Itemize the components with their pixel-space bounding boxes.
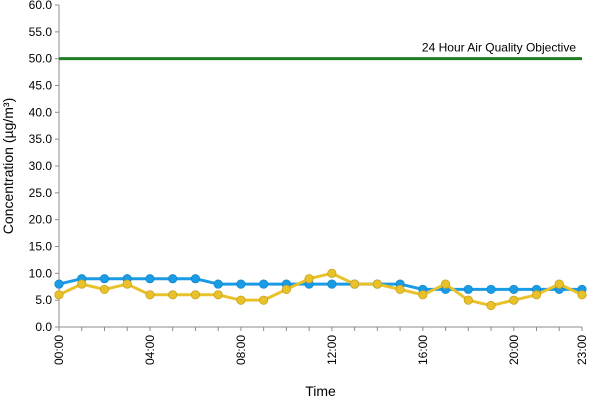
series-1-point — [463, 284, 473, 295]
series-2-point — [577, 290, 587, 300]
y-tick-label: 40.0 — [29, 105, 53, 119]
series-2-point — [304, 274, 314, 284]
series-2-point — [395, 284, 405, 295]
series-2-point — [350, 279, 360, 289]
series-2-point — [77, 279, 87, 289]
y-tick-label: 30.0 — [29, 159, 53, 173]
series-2-point — [99, 284, 110, 295]
x-tick-label: 00:00 — [52, 335, 66, 365]
y-tick-label: 45.0 — [29, 79, 53, 93]
series-2-point — [190, 290, 201, 300]
series-2-point — [145, 290, 155, 300]
y-tick-label: 20.0 — [29, 213, 53, 227]
y-tick-label: 15.0 — [29, 240, 53, 254]
series-1-point — [54, 279, 64, 289]
series-2-point — [259, 295, 269, 305]
series-1-point — [259, 279, 269, 289]
x-axis-title: Time — [305, 383, 336, 399]
series-1-point — [99, 274, 110, 284]
series-2-point — [554, 279, 564, 289]
series-2-point — [418, 290, 428, 300]
series-1-point — [213, 279, 223, 289]
series-1-point — [190, 274, 201, 284]
y-tick-label: 0.0 — [35, 320, 52, 334]
x-tick-label: 12:00 — [325, 335, 339, 365]
x-tick-label: 08:00 — [234, 335, 248, 365]
x-tick-labels: 00:00 04:00 08:00 12:00 16:00 20:00 23:00 — [52, 327, 589, 365]
series-2 — [54, 268, 587, 311]
series-1-point — [168, 274, 178, 284]
series-2-point — [440, 279, 451, 289]
series-2-point — [168, 290, 178, 300]
series-2-point — [486, 300, 496, 311]
series-1-point — [327, 279, 337, 289]
series-group — [54, 268, 587, 311]
y-axis-title: Concentration (µg/m³) — [0, 98, 16, 234]
y-tick-label: 25.0 — [29, 186, 53, 200]
y-tick-labels: 0.0 5.0 10.0 15.0 20.0 25.0 30.0 35.0 40.0 45.0 50… — [29, 0, 59, 334]
y-tick-label: 60.0 — [29, 0, 53, 12]
y-tick-label: 50.0 — [29, 52, 53, 66]
x-tick-label: 16:00 — [416, 335, 430, 365]
series-2-point — [509, 295, 519, 305]
reference-line-group: 24 Hour Air Quality Objective — [59, 41, 582, 61]
reference-line-label: 24 Hour Air Quality Objective — [422, 41, 576, 55]
series-2-point — [281, 284, 291, 295]
y-tick-label: 35.0 — [29, 132, 53, 146]
series-2-point — [213, 290, 223, 300]
series-2-point — [122, 279, 132, 289]
y-tick-label: 10.0 — [29, 266, 53, 280]
y-tick-label: 5.0 — [35, 293, 52, 307]
series-2-point — [327, 268, 337, 278]
series-1-point — [145, 274, 155, 284]
series-2-point — [531, 290, 542, 300]
x-tick-label: 20:00 — [507, 335, 521, 365]
x-tick-label: 23:00 — [575, 335, 589, 365]
series-1-point — [236, 279, 246, 289]
series-2-point — [372, 279, 382, 289]
series-2-point — [54, 290, 64, 300]
series-2-point — [463, 295, 473, 305]
y-tick-label: 55.0 — [29, 25, 53, 39]
series-2-point — [236, 295, 246, 305]
series-1-point — [486, 284, 496, 295]
x-tick-label: 04:00 — [143, 335, 157, 365]
series-1-point — [509, 284, 519, 295]
